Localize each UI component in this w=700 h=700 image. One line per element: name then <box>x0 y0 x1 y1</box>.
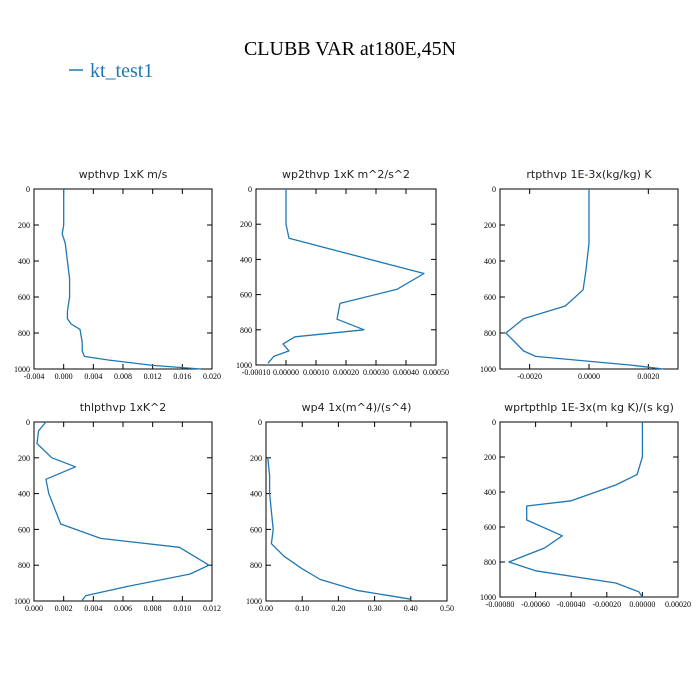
legend: kt_test1 <box>69 60 153 82</box>
wprtpthlp-frame <box>499 421 679 598</box>
wp2thvp-xtick-label: 0.00010 <box>303 368 329 377</box>
wp4-ytick-label: 1000 <box>246 597 262 606</box>
wp2thvp-ytick-label: 1000 <box>236 361 252 370</box>
rtpthvp-ytick-label: 400 <box>484 257 496 266</box>
wpthvp-xtick-label: 0.004 <box>84 372 102 381</box>
panel-thlpthvp: thlpthvp 1xK^2 0.000 0.002 0.004 0.006 0.008 0… <box>14 401 221 613</box>
wpthvp-xtick-label: 0.020 <box>203 372 221 381</box>
wprtpthlp-ytick-label: 400 <box>484 488 496 497</box>
wp2thvp-ytick-label: 600 <box>240 291 252 300</box>
thlpthvp-ytick-label: 600 <box>18 525 30 534</box>
wp4-ytick-label: 400 <box>250 490 262 499</box>
thlpthvp-xtick-label: 0.002 <box>55 604 73 613</box>
rtpthvp-series-line <box>505 189 664 370</box>
wp4-title: wp4 1x(m^4)/(s^4) <box>302 401 412 414</box>
wprtpthlp-series-line <box>508 422 644 598</box>
rtpthvp-ytick-label: 600 <box>484 293 496 302</box>
wpthvp-xtick-label: 0.000 <box>55 372 73 381</box>
thlpthvp-xtick-label: 0.004 <box>84 604 102 613</box>
wp2thvp-ytick-label: 0 <box>248 185 252 194</box>
wpthvp-xtick-label: 0.008 <box>114 372 132 381</box>
wprtpthlp-xtick-label: -0.00020 <box>592 600 621 609</box>
rtpthvp-ytick-label: 0 <box>492 185 496 194</box>
wp2thvp-xtick-label: 0.00000 <box>273 368 299 377</box>
wp2thvp-xtick-label: 0.00050 <box>423 368 449 377</box>
panel-rtpthvp: rtpthvp 1E-3x(kg/kg) K -0.0020 0.0000 0.002… <box>480 168 679 381</box>
wp2thvp-ytick-label: 400 <box>240 255 252 264</box>
wp2thvp-xtick-label: 0.00020 <box>333 368 359 377</box>
wprtpthlp-xtick-label: -0.00080 <box>486 600 515 609</box>
thlpthvp-ytick-label: 1000 <box>14 597 30 606</box>
wp4-xtick-label: 0.30 <box>368 604 382 613</box>
wprtpthlp-ytick-label: 0 <box>492 418 496 427</box>
wp4-xtick-label: 0.40 <box>404 604 418 613</box>
panel-wprtpthlp: wprtpthlp 1E-3x(m kg K)/(s kg) -0.00080 -0… <box>480 401 691 609</box>
wp4-ytick-label: 800 <box>250 561 262 570</box>
panel-wp2thvp: wp2thvp 1xK m^2/s^2 -0.00010 0.00000 0.0001… <box>236 168 449 377</box>
wpthvp-ytick-label: 600 <box>18 293 30 302</box>
thlpthvp-ytick-label: 200 <box>18 454 30 463</box>
wp4-ytick-label: 600 <box>250 525 262 534</box>
wp2thvp-xtick-label: 0.00030 <box>363 368 389 377</box>
wpthvp-ytick-label: 400 <box>18 257 30 266</box>
thlpthvp-series-line <box>36 421 210 602</box>
thlpthvp-ytick-label: 400 <box>18 490 30 499</box>
thlpthvp-ytick-label: 0 <box>26 418 30 427</box>
rtpthvp-ytick-label: 800 <box>484 329 496 338</box>
wprtpthlp-xtick-label: -0.00060 <box>521 600 550 609</box>
wp2thvp-ytick-label: 800 <box>240 326 252 335</box>
wp4-frame <box>265 421 448 602</box>
panel-wp4: wp4 1x(m^4)/(s^4) 0.00 0.10 0.20 0.30 0.40 0.5… <box>246 401 454 613</box>
thlpthvp-xtick-label: 0.006 <box>114 604 132 613</box>
wprtpthlp-ytick-label: 1000 <box>480 593 496 602</box>
wp4-ytick-label: 0 <box>258 418 262 427</box>
panel-wpthvp: wpthvp 1xK m/s -0.004 0.000 0.004 0.008 0.012… <box>14 168 221 381</box>
thlpthvp-xtick-label: 0.012 <box>203 604 221 613</box>
wprtpthlp-title: wprtpthlp 1E-3x(m kg K)/(s kg) <box>504 401 674 414</box>
wprtpthlp-ytick-label: 200 <box>484 453 496 462</box>
legend-label: kt_test1 <box>90 60 153 82</box>
wpthvp-ytick-label: 1000 <box>14 365 30 374</box>
wp4-series-line <box>267 457 411 600</box>
wp2thvp-title: wp2thvp 1xK m^2/s^2 <box>282 168 410 181</box>
figure-title: CLUBB VAR at180E,45N <box>244 38 456 60</box>
wp2thvp-xtick-label: -0.00010 <box>242 368 271 377</box>
wp4-xtick-label: 0.10 <box>295 604 309 613</box>
rtpthvp-xtick-label: 0.0020 <box>637 372 659 381</box>
wprtpthlp-ytick-label: 800 <box>484 558 496 567</box>
rtpthvp-ytick-label: 1000 <box>480 365 496 374</box>
wpthvp-series-line <box>61 189 201 370</box>
wp2thvp-ytick-label: 200 <box>240 220 252 229</box>
wpthvp-ytick-label: 200 <box>18 221 30 230</box>
wpthvp-xtick-label: 0.016 <box>173 372 191 381</box>
wpthvp-title: wpthvp 1xK m/s <box>79 168 168 181</box>
thlpthvp-xtick-label: 0.010 <box>173 604 191 613</box>
rtpthvp-xtick-label: -0.0020 <box>517 372 542 381</box>
wp4-xtick-label: 0.50 <box>440 604 454 613</box>
wprtpthlp-xtick-label: -0.00040 <box>557 600 586 609</box>
wpthvp-xtick-label: -0.004 <box>24 372 45 381</box>
thlpthvp-ytick-label: 800 <box>18 561 30 570</box>
wprtpthlp-xtick-label: 0.00020 <box>665 600 691 609</box>
wprtpthlp-ytick-label: 600 <box>484 523 496 532</box>
wpthvp-ytick-label: 800 <box>18 329 30 338</box>
rtpthvp-title: rtpthvp 1E-3x(kg/kg) K <box>526 168 652 181</box>
wpthvp-xtick-label: 0.012 <box>144 372 162 381</box>
wp4-xtick-label: 0.00 <box>259 604 273 613</box>
thlpthvp-xtick-label: 0.008 <box>144 604 162 613</box>
wpthvp-ytick-label: 0 <box>26 185 30 194</box>
thlpthvp-xtick-label: 0.000 <box>25 604 43 613</box>
thlpthvp-title: thlpthvp 1xK^2 <box>80 401 167 414</box>
wp2thvp-xtick-label: 0.00040 <box>393 368 419 377</box>
wp4-ytick-label: 200 <box>250 454 262 463</box>
wp4-xtick-label: 0.20 <box>331 604 345 613</box>
rtpthvp-xtick-label: 0.0000 <box>578 372 600 381</box>
wp2thvp-series-line <box>267 189 425 364</box>
rtpthvp-ytick-label: 200 <box>484 221 496 230</box>
wprtpthlp-xtick-label: 0.00000 <box>629 600 655 609</box>
